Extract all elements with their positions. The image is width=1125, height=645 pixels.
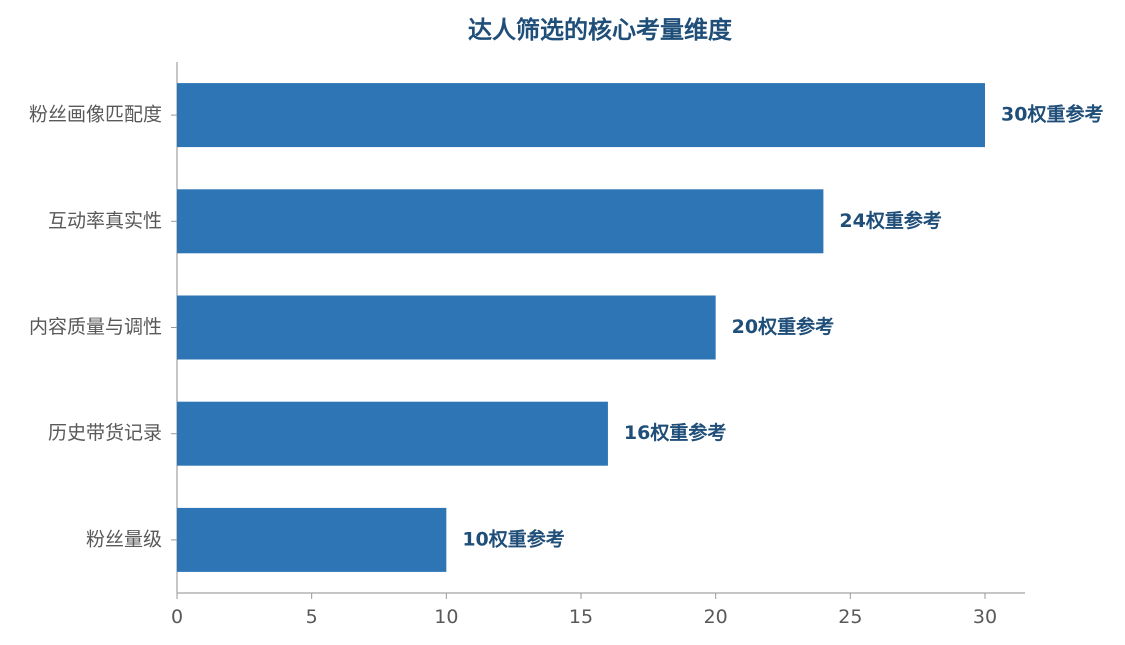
bar [177, 83, 985, 148]
x-tick-label: 0 [171, 606, 183, 628]
data-label: 24权重参考 [839, 209, 941, 232]
x-tick-label: 5 [306, 606, 318, 628]
category-label: 粉丝画像匹配度 [29, 104, 162, 126]
x-tick-label: 25 [838, 606, 862, 628]
x-tick-label: 15 [569, 606, 593, 628]
bar [177, 295, 716, 360]
data-label: 16权重参考 [624, 421, 726, 444]
category-label: 粉丝量级 [86, 528, 162, 550]
x-tick-label: 20 [704, 606, 728, 628]
bar [177, 401, 608, 466]
x-tick-label: 10 [434, 606, 458, 628]
data-label: 10权重参考 [462, 527, 564, 550]
bar [177, 189, 824, 254]
category-label: 内容质量与调性 [29, 316, 162, 338]
bar [177, 507, 447, 572]
category-label: 历史带货记录 [48, 422, 162, 444]
x-tick-label: 30 [973, 606, 997, 628]
data-label: 20权重参考 [732, 315, 834, 338]
chart-title: 达人筛选的核心考量维度 [468, 16, 732, 44]
category-label: 互动率真实性 [48, 210, 162, 232]
data-label: 30权重参考 [1001, 103, 1103, 126]
